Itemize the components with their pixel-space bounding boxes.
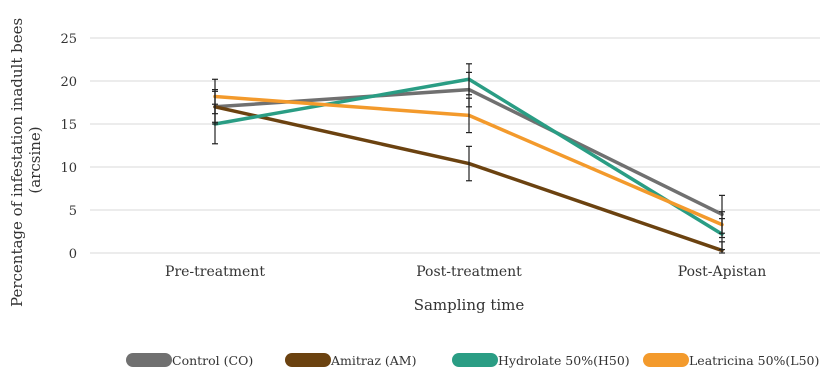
y-tick-label: 20 [60, 75, 77, 90]
x-tick-label: Post-treatment [416, 264, 522, 280]
error-bar [466, 63, 472, 96]
legend-label: Control (CO) [172, 353, 253, 368]
y-axis-label-line-1: Percentage of infestation inadult bees [8, 18, 26, 307]
error-bar [466, 145, 472, 182]
legend-swatch [643, 353, 689, 367]
y-axis-label: Percentage of infestation inadult bees (… [8, 13, 44, 307]
y-tick-labels: 0 5 10 15 20 25 [60, 32, 77, 262]
error-bar [212, 78, 218, 115]
y-tick-label: 0 [69, 247, 77, 262]
error-bar [466, 97, 472, 134]
legend-label: Amitraz (AM) [330, 353, 416, 368]
legend-item: Hydrolate 50%(H50) [452, 353, 630, 368]
error-bars [212, 63, 725, 254]
y-axis-label-line-2: (arcsine) [26, 126, 44, 193]
legend-item: Control (CO) [126, 353, 253, 368]
legend-item: Leatricina 50%(L50) [643, 353, 819, 368]
x-axis-label: Sampling time [414, 296, 525, 314]
x-tick-label: Post-Apistan [678, 264, 767, 280]
y-tick-label: 15 [60, 118, 77, 133]
legend: Control (CO) Amitraz (AM) Hydrolate 50%(H5… [126, 353, 819, 368]
x-tick-labels: Pre-treatment Post-treatment Post-Apistan [165, 264, 766, 280]
y-tick-label: 25 [60, 32, 77, 47]
legend-label: Hydrolate 50%(H50) [498, 353, 630, 368]
y-tick-label: 5 [69, 204, 77, 219]
x-tick-label: Pre-treatment [165, 264, 265, 280]
error-bar [719, 211, 725, 239]
legend-swatch [126, 353, 172, 367]
legend-swatch [452, 353, 498, 367]
legend-item: Amitraz (AM) [285, 353, 416, 368]
y-tick-label: 10 [60, 161, 77, 176]
legend-swatch [285, 353, 331, 367]
legend-label: Leatricina 50%(L50) [689, 353, 819, 368]
